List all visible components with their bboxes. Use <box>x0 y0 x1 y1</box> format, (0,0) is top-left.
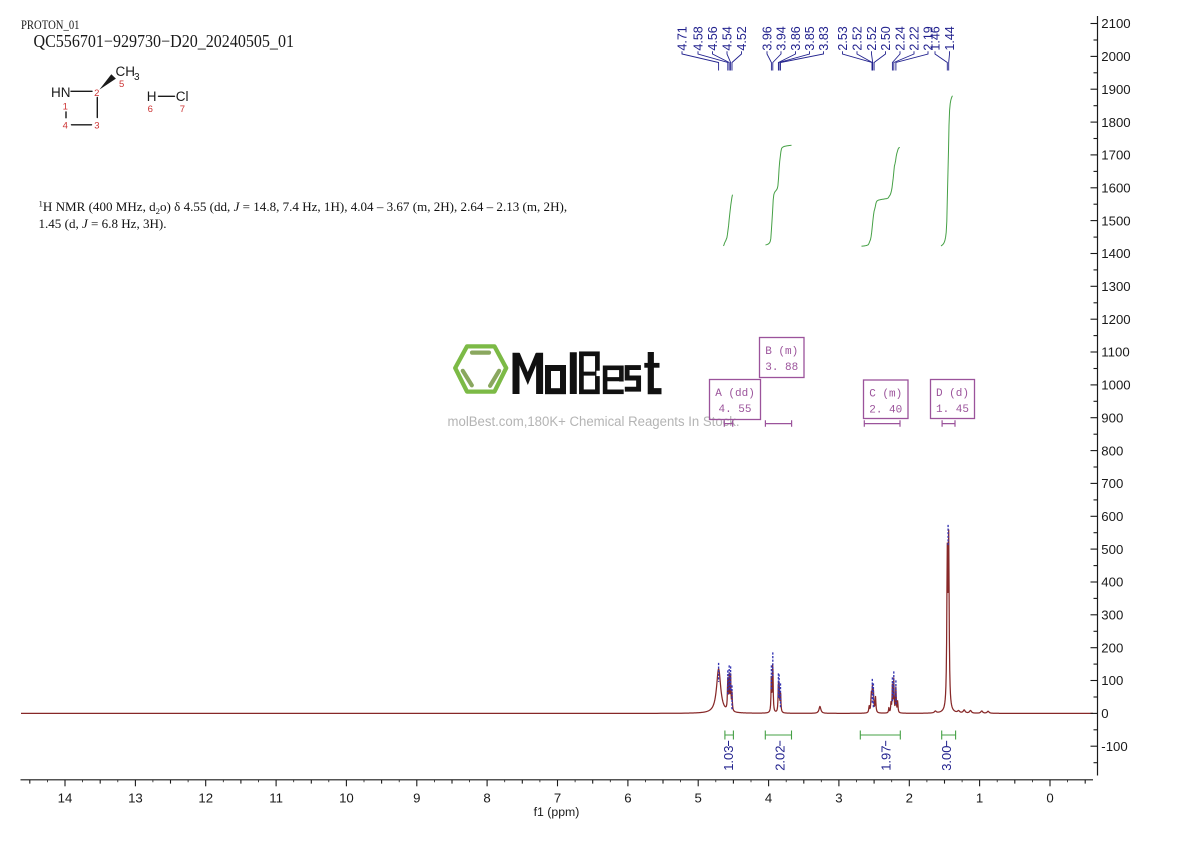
svg-text:800: 800 <box>1101 443 1123 458</box>
svg-text:4: 4 <box>765 790 772 805</box>
svg-text:2.19: 2.19 <box>921 26 935 50</box>
svg-text:700: 700 <box>1101 476 1123 491</box>
svg-text:11: 11 <box>269 790 283 805</box>
svg-text:2. 40: 2. 40 <box>869 405 902 417</box>
svg-text:1: 1 <box>976 790 983 805</box>
svg-text:300: 300 <box>1101 608 1123 623</box>
svg-text:2: 2 <box>906 790 913 805</box>
svg-text:9: 9 <box>413 790 420 805</box>
svg-text:1.97: 1.97 <box>878 745 893 770</box>
svg-text:3: 3 <box>134 72 140 83</box>
svg-text:3.85: 3.85 <box>803 26 817 50</box>
svg-text:2.53: 2.53 <box>836 26 850 50</box>
svg-text:molBest.com,180K+ Chemical Rea: molBest.com,180K+ Chemical Reagents In S… <box>448 413 740 429</box>
svg-text:CH: CH <box>116 64 136 79</box>
svg-text:HN: HN <box>51 85 71 100</box>
svg-text:3: 3 <box>835 790 842 805</box>
svg-text:3.94: 3.94 <box>774 26 788 50</box>
svg-text:200: 200 <box>1101 640 1123 655</box>
svg-text:4.52: 4.52 <box>735 26 749 50</box>
svg-text:0: 0 <box>1101 706 1108 721</box>
svg-text:900: 900 <box>1101 410 1123 425</box>
svg-text:QC556701−929730−D20_20240505_0: QC556701−929730−D20_20240505_01 <box>34 31 295 51</box>
svg-text:13: 13 <box>128 790 143 805</box>
svg-text:1.44: 1.44 <box>943 26 957 50</box>
svg-text:1900: 1900 <box>1101 82 1130 97</box>
svg-text:1300: 1300 <box>1101 279 1130 294</box>
svg-text:3.83: 3.83 <box>817 26 831 50</box>
svg-text:7: 7 <box>554 790 561 805</box>
svg-text:500: 500 <box>1101 542 1123 557</box>
svg-text:0: 0 <box>1046 790 1053 805</box>
svg-text:f1 (ppm): f1 (ppm) <box>534 805 580 819</box>
svg-text:6: 6 <box>624 790 631 805</box>
svg-text:1: 1 <box>63 102 68 113</box>
svg-text:B (m): B (m) <box>765 346 798 358</box>
svg-text:400: 400 <box>1101 575 1123 590</box>
svg-text:4. 55: 4. 55 <box>718 404 751 416</box>
svg-text:2.52: 2.52 <box>865 26 879 50</box>
svg-text:100: 100 <box>1101 673 1123 688</box>
svg-text:1.03: 1.03 <box>721 745 736 770</box>
svg-text:3.00: 3.00 <box>939 745 954 770</box>
svg-text:4.54: 4.54 <box>720 26 734 50</box>
svg-text:-100: -100 <box>1101 739 1127 754</box>
svg-text:5: 5 <box>119 79 124 90</box>
svg-text:4.58: 4.58 <box>691 26 705 50</box>
svg-text:4: 4 <box>63 120 68 131</box>
svg-text:1100: 1100 <box>1101 345 1129 360</box>
svg-text:1.45 (d, J = 6.8 Hz, 3H).: 1.45 (d, J = 6.8 Hz, 3H). <box>39 216 167 231</box>
svg-text:1600: 1600 <box>1101 181 1130 196</box>
svg-text:3.96: 3.96 <box>760 26 774 50</box>
svg-text:1000: 1000 <box>1101 378 1130 393</box>
svg-text:6: 6 <box>148 104 153 115</box>
svg-text:1500: 1500 <box>1101 213 1130 228</box>
svg-text:3: 3 <box>94 120 99 131</box>
svg-text:2.50: 2.50 <box>879 26 893 50</box>
svg-text:Cl: Cl <box>176 89 189 104</box>
svg-text:2.52: 2.52 <box>850 26 864 50</box>
svg-text:3. 88: 3. 88 <box>765 362 798 374</box>
svg-text:5: 5 <box>695 790 702 805</box>
svg-text:2.22: 2.22 <box>907 26 921 50</box>
svg-text:3.86: 3.86 <box>789 26 803 50</box>
svg-text:2.24: 2.24 <box>893 26 907 50</box>
svg-text:4.56: 4.56 <box>706 26 720 50</box>
svg-text:1. 45: 1. 45 <box>936 404 969 416</box>
svg-text:H: H <box>147 89 157 104</box>
svg-text:A (dd): A (dd) <box>715 388 755 400</box>
svg-text:1700: 1700 <box>1101 148 1130 163</box>
svg-text:1H NMR (400 MHz, d2o) δ 4.55 (: 1H NMR (400 MHz, d2o) δ 4.55 (dd, J = 14… <box>39 199 568 217</box>
svg-text:10: 10 <box>339 790 354 805</box>
svg-text:2000: 2000 <box>1101 49 1130 64</box>
svg-text:8: 8 <box>483 790 490 805</box>
svg-text:14: 14 <box>58 790 73 805</box>
svg-text:D (d): D (d) <box>936 388 969 400</box>
svg-text:2100: 2100 <box>1101 16 1130 31</box>
svg-text:1400: 1400 <box>1101 246 1130 261</box>
svg-text:600: 600 <box>1101 509 1123 524</box>
svg-text:1800: 1800 <box>1101 115 1130 130</box>
svg-text:1200: 1200 <box>1101 312 1130 327</box>
svg-text:2.02: 2.02 <box>773 745 788 770</box>
svg-text:2: 2 <box>94 88 99 99</box>
svg-text:4.71: 4.71 <box>675 26 689 50</box>
svg-text:1.46: 1.46 <box>928 26 942 50</box>
svg-text:PROTON_01: PROTON_01 <box>21 18 80 32</box>
svg-text:12: 12 <box>198 790 213 805</box>
svg-text:7: 7 <box>180 104 185 115</box>
svg-text:C (m): C (m) <box>869 389 902 401</box>
